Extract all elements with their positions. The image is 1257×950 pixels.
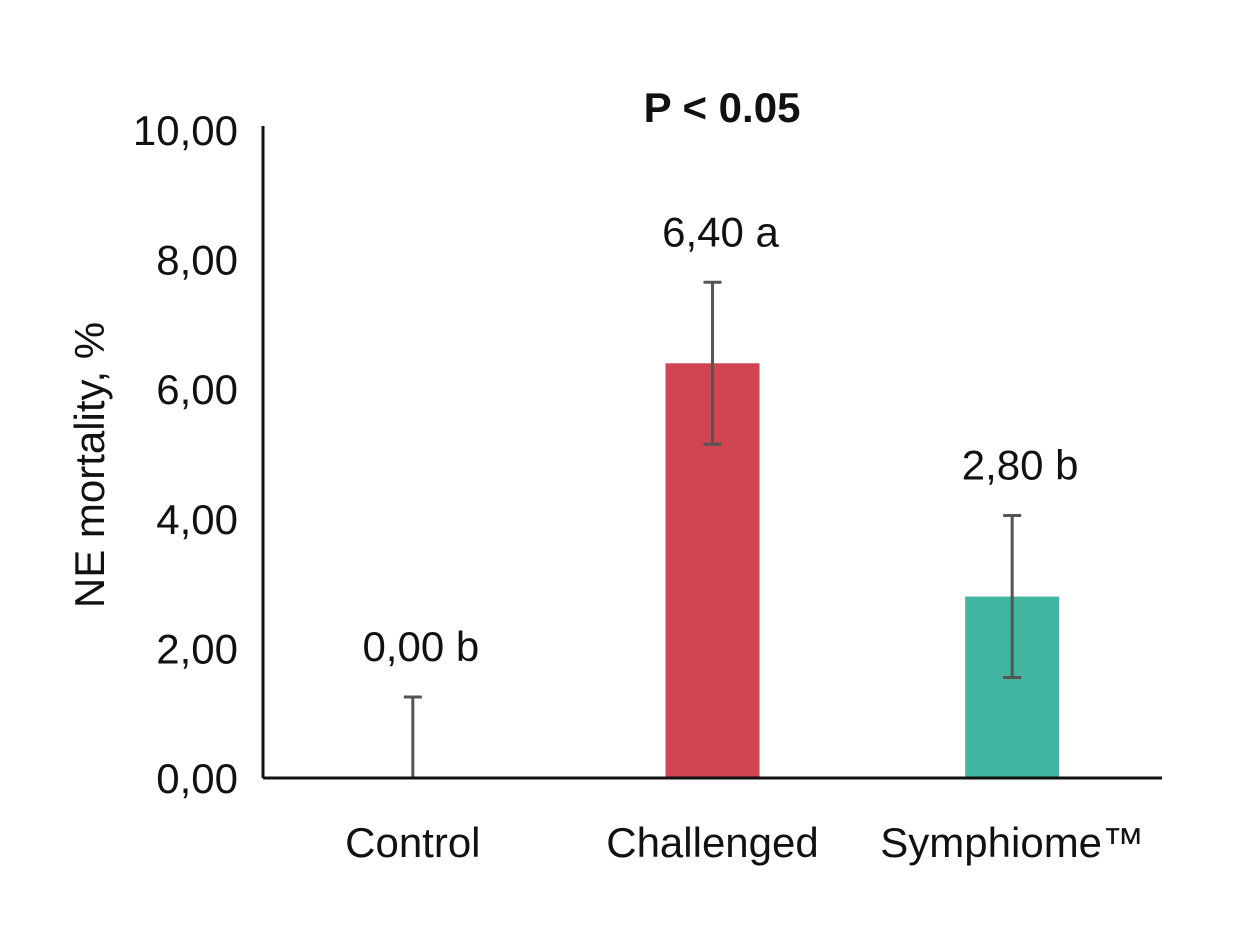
y-tick-label: 4,00 (156, 496, 238, 543)
y-axis-ticks: 0,00 2,00 4,00 6,00 8,00 10,00 (133, 107, 238, 802)
data-label: 2,80 b (962, 442, 1079, 489)
y-tick-label: 0,00 (156, 755, 238, 802)
data-labels: 0,00 b 6,40 a 2,80 b (362, 208, 1078, 670)
data-label: 6,40 a (662, 208, 779, 255)
y-tick-label: 2,00 (156, 625, 238, 672)
y-tick-label: 6,00 (156, 366, 238, 413)
x-category-label: Challenged (606, 819, 819, 866)
x-category-label: Control (345, 819, 480, 866)
bars (665, 363, 1060, 778)
x-category-label: Symphiome™ (880, 819, 1144, 866)
significance-label: P < 0.05 (644, 84, 801, 131)
error-bars (403, 280, 1022, 778)
y-tick-label: 10,00 (133, 107, 238, 154)
x-axis-categories: Control Challenged Symphiome™ (345, 819, 1144, 866)
y-axis-title: NE mortality, % (66, 322, 113, 608)
data-label: 0,00 b (362, 623, 479, 670)
y-tick-label: 8,00 (156, 237, 238, 284)
